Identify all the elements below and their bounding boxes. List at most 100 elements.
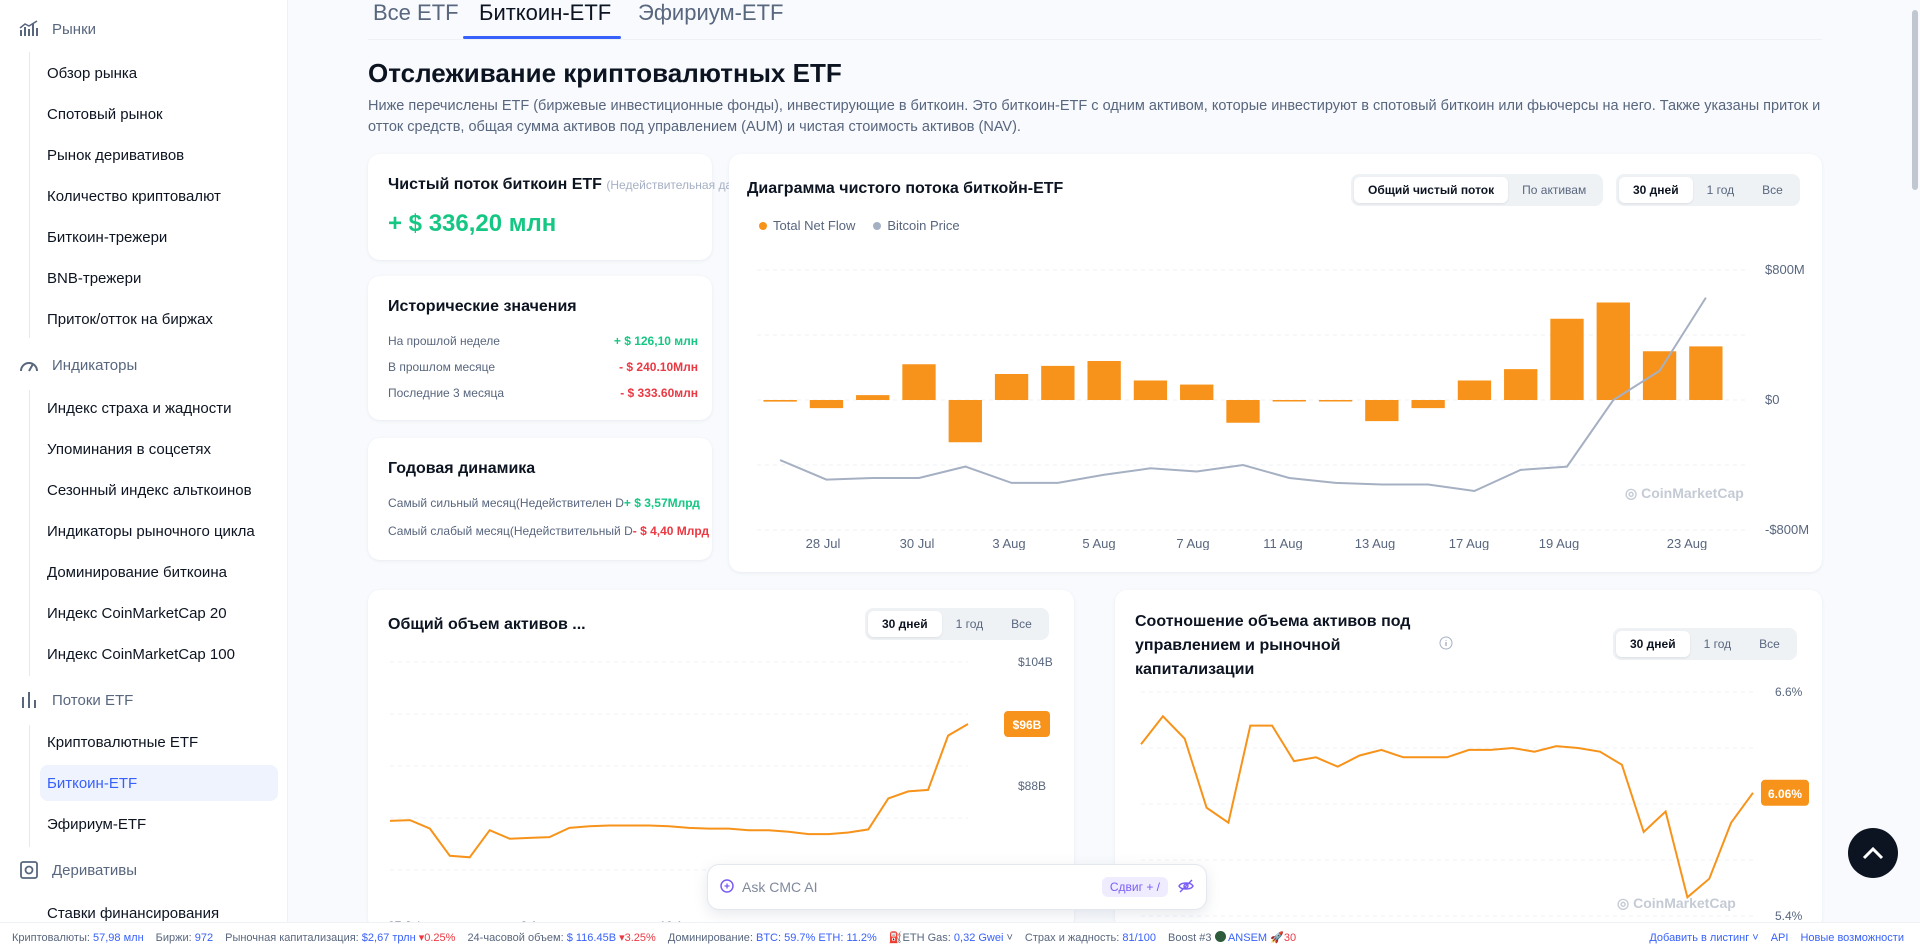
flow-bar bbox=[1272, 400, 1306, 402]
ask-ai-bar[interactable]: Ask CMC AI Сдвиг + / bbox=[707, 864, 1207, 910]
yearly-row: Самый слабый месяц(Недействительный D - … bbox=[388, 524, 709, 538]
current-value-badge bbox=[1004, 711, 1050, 737]
rocket-icon: 🚀 bbox=[1270, 932, 1284, 944]
sidebar-item-bnb-treasuries[interactable]: BNB-трежери bbox=[47, 269, 142, 287]
flow-bar bbox=[1180, 384, 1214, 400]
sidebar-item-derivatives-market[interactable]: Рынок деривативов bbox=[47, 146, 185, 164]
mode-by-asset[interactable]: По активам bbox=[1522, 183, 1587, 197]
range-all[interactable]: Все bbox=[1762, 183, 1783, 197]
sidebar-item-spot-market[interactable]: Спотовый рынок bbox=[47, 105, 163, 123]
gas-icon: ⛽ bbox=[888, 932, 903, 944]
aum-line bbox=[389, 723, 969, 859]
sidebar-item-crypto-count[interactable]: Количество криптовалют bbox=[47, 187, 221, 205]
sidebar-item-crypto-etf[interactable]: Криптовалютные ETF bbox=[47, 733, 199, 751]
net-flow-title: Чистый поток биткоин ETF bbox=[388, 176, 602, 193]
ai-sparkle-icon bbox=[720, 878, 734, 896]
sidebar-section-indicators[interactable]: Индикаторы bbox=[18, 354, 137, 376]
range-30d[interactable]: 30 дней bbox=[1616, 631, 1690, 657]
sidebar-item-bitcoin-etf[interactable]: Биткоин-ETF bbox=[40, 765, 278, 801]
historical-card: Исторические значения На прошлой неделе … bbox=[368, 276, 712, 420]
tab-ethereum-etf[interactable]: Эфириум-ETF bbox=[638, 0, 784, 25]
net-flow-chart-card: Диаграмма чистого потока биткойн-ETF Общ… bbox=[729, 154, 1822, 572]
derivatives-icon bbox=[18, 859, 40, 881]
sidebar-section-derivatives[interactable]: Деривативы bbox=[18, 859, 137, 881]
status-cryptos[interactable]: Криптовалюты: 57,98 млн bbox=[12, 931, 144, 944]
hide-eye-icon[interactable] bbox=[1178, 879, 1194, 896]
status-24h-volume[interactable]: 24-часовой объем: $ 116.45B ▾3.25% bbox=[467, 932, 656, 944]
range-all[interactable]: Все bbox=[1759, 637, 1780, 651]
current-value-badge bbox=[1761, 779, 1809, 806]
sidebar-item-fear-greed[interactable]: Индекс страха и жадности bbox=[47, 399, 232, 417]
range-30d[interactable]: 30 дней bbox=[1619, 177, 1693, 203]
sidebar-section-etf-flows[interactable]: Потоки ETF bbox=[18, 689, 133, 711]
x-tick-label: 30 Jul bbox=[900, 536, 935, 550]
sidebar-item-cmc20[interactable]: Индекс CoinMarketCap 20 bbox=[47, 604, 227, 622]
sidebar-item-ethereum-etf[interactable]: Эфириум-ETF bbox=[47, 815, 147, 833]
historical-row: На прошлой неделе + $ 126,10 млн bbox=[388, 334, 698, 348]
status-fear-greed[interactable]: Страх и жадность: 81/100 bbox=[1024, 931, 1157, 944]
yearly-card: Годовая динамика Самый сильный месяц(Нед… bbox=[368, 438, 712, 560]
flow-bar bbox=[1550, 318, 1584, 400]
current-value-label: 6.06% bbox=[1768, 787, 1802, 801]
scroll-to-top-button[interactable] bbox=[1848, 828, 1898, 878]
tab-bitcoin-etf[interactable]: Биткоин-ETF bbox=[479, 0, 612, 25]
net-flow-chart: $800M $0 -$800M 28 Jul 30 Jul 3 Aug 5 Aug 7 Aug… bbox=[757, 262, 1809, 550]
ratio-line bbox=[1140, 714, 1754, 900]
sidebar-item-altcoin-season[interactable]: Сезонный индекс альткоинов bbox=[47, 481, 252, 499]
sidebar-section-markets[interactable]: Рынки bbox=[18, 18, 96, 40]
page-title: Отслеживание криптовалютных ETF bbox=[368, 58, 842, 88]
net-flow-card: Чистый поток биткоин ETF (Недействительн… bbox=[368, 154, 748, 260]
yearly-title: Годовая динамика bbox=[388, 460, 536, 477]
api-link[interactable]: API bbox=[1770, 931, 1789, 944]
info-icon[interactable] bbox=[1439, 636, 1453, 655]
flow-bar bbox=[902, 364, 936, 400]
historical-row-value: + $ 126,10 млн bbox=[613, 334, 698, 348]
sidebar-section-label: Потоки ETF bbox=[52, 691, 134, 709]
range-1y[interactable]: 1 год bbox=[1706, 183, 1735, 197]
y-tick-label: -$800M bbox=[1765, 522, 1809, 537]
status-bar: Криптовалюты: 57,98 млн Биржи: 972 Рыноч… bbox=[0, 922, 1920, 952]
mode-total-flow[interactable]: Общий чистый поток bbox=[1354, 177, 1509, 203]
legend-net-flow[interactable]: Total Net Flow bbox=[759, 218, 855, 233]
aum-chart-title: Общий объем активов ... bbox=[388, 616, 586, 633]
historical-row-value: - $ 333.60млн bbox=[620, 386, 698, 400]
new-features-link[interactable]: Новые возможности bbox=[1800, 931, 1904, 944]
sidebar-item-market-overview[interactable]: Обзор рынка bbox=[47, 64, 138, 82]
sidebar-item-market-cycle[interactable]: Индикаторы рыночного цикла bbox=[47, 522, 255, 540]
main-content: Все ETF Биткоин-ETF Эфириум-ETF Отслежив… bbox=[289, 0, 1920, 930]
status-eth-gas[interactable]: ⛽ETH Gas: 0,32 Gwei ˅ bbox=[888, 932, 1013, 944]
range-1y[interactable]: 1 год bbox=[1703, 637, 1732, 651]
flow-bar bbox=[1504, 369, 1538, 400]
status-dominance[interactable]: Доминирование: BTC: 59.7% ETH: 11.2% bbox=[667, 931, 877, 944]
sidebar-item-cmc100[interactable]: Индекс CoinMarketCap 100 bbox=[47, 645, 235, 663]
legend-bitcoin-price[interactable]: Bitcoin Price bbox=[873, 218, 960, 233]
flow-bar bbox=[1365, 400, 1399, 422]
aum-range-toggle: 30 дней 1 год Все bbox=[865, 608, 1049, 640]
range-30d[interactable]: 30 дней bbox=[868, 611, 942, 637]
flow-bar bbox=[856, 395, 890, 400]
historical-row-label: На прошлой неделе bbox=[388, 334, 500, 348]
flow-bar bbox=[1226, 400, 1260, 423]
x-tick-label: 3 Aug bbox=[992, 536, 1025, 550]
status-exchanges[interactable]: Биржи: 972 bbox=[155, 931, 214, 944]
add-listing-link[interactable]: Добавить в листинг ˅ bbox=[1649, 931, 1759, 944]
historical-row-label: В прошлом месяце bbox=[388, 360, 496, 374]
sidebar-item-btc-dominance[interactable]: Доминирование биткоина bbox=[47, 563, 227, 581]
sidebar-item-social-mentions[interactable]: Упоминания в соцсетях bbox=[47, 440, 211, 458]
status-market-cap[interactable]: Рыночная капитализация: $2,67 трлн ▾0.25… bbox=[225, 932, 456, 944]
tab-all-etf[interactable]: Все ETF bbox=[373, 0, 459, 25]
ask-ai-input[interactable]: Ask CMC AI bbox=[742, 879, 818, 895]
range-1y[interactable]: 1 год bbox=[955, 617, 984, 631]
y-tick-label: $104B bbox=[1018, 655, 1053, 669]
flow-bar bbox=[1642, 351, 1677, 400]
range-all[interactable]: Все bbox=[1011, 617, 1032, 631]
sidebar-item-exchange-flows[interactable]: Приток/отток на биржах bbox=[47, 310, 213, 328]
status-boost[interactable]: Boost #3 ANSEM 🚀30 bbox=[1168, 931, 1297, 944]
sidebar-item-funding-rates[interactable]: Ставки финансирования bbox=[47, 904, 220, 922]
page-scrollbar[interactable] bbox=[1910, 0, 1920, 922]
ratio-chart-title: Соотношение объема активов под управлени… bbox=[1135, 613, 1411, 678]
sidebar-item-bitcoin-treasuries[interactable]: Биткоин-трежери bbox=[47, 228, 168, 246]
y-tick-label: 5.4% bbox=[1775, 909, 1803, 923]
x-tick-label: 5 Aug bbox=[1082, 536, 1115, 550]
chevron-up-icon bbox=[1862, 846, 1884, 860]
